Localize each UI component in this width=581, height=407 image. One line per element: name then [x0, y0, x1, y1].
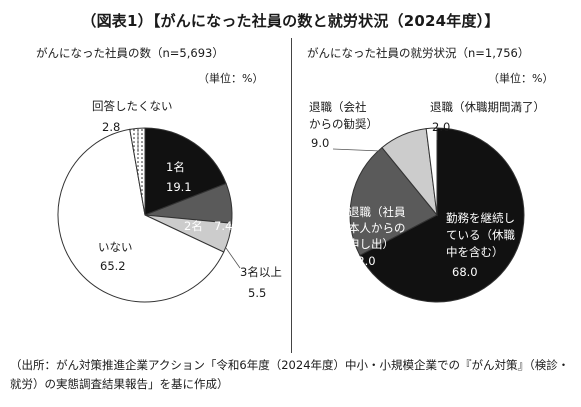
slice-value-continue: 68.0: [452, 265, 478, 279]
slice-label-self-resign-line3: 申し出）: [348, 237, 394, 251]
right-pie-slice-1: [349, 146, 438, 257]
slice-label-none: いない: [98, 240, 133, 254]
slice-value-no-answer: 2.8: [102, 120, 121, 134]
slice-value-1-person: 19.1: [166, 180, 192, 194]
slice-value-leave-expired: 2.0: [432, 120, 451, 134]
left-unit-label: （単位：%）: [198, 72, 264, 85]
figure-title: （図表1）【がんになった社員の数と就労状況（2024年度）】: [81, 12, 500, 30]
slice-label-1-person: 1名: [166, 160, 185, 174]
slice-label-continue-line3: 中を含む）: [446, 245, 504, 259]
left-chart-title: がんになった社員の数（n=5,693）: [36, 46, 224, 60]
slice-label-no-answer: 回答したくない: [92, 99, 173, 113]
slice-label-self-resign-line2: 本人からの: [348, 221, 406, 235]
slice-label-company-resign-line1: 退職（会社: [309, 100, 367, 114]
slice-label-company-resign-line2: からの勧奨）: [309, 117, 378, 131]
leader-3plus: [225, 247, 241, 269]
right-unit-label: （単位：%）: [488, 72, 554, 85]
slice-label-self-resign-line1: 退職（社員: [348, 205, 406, 219]
panel-divider: [291, 38, 292, 353]
slice-value-2-people: 7.4: [214, 219, 233, 233]
slice-value-3plus-people: 5.5: [248, 286, 267, 300]
source-note: （出所：がん対策推進企業アクション「令和6年度（2024年度）中小・小規模企業で…: [10, 358, 570, 391]
left-pie-slice-4: [129, 127, 146, 216]
slice-value-company-resign: 9.0: [311, 136, 330, 150]
slice-label-2-people: 2名: [184, 219, 203, 233]
slice-label-leave-expired: 退職（休職期間満了）: [430, 100, 545, 114]
leader-company-resign: [332, 148, 382, 152]
slice-label-3plus-people: 3名以上: [240, 265, 282, 279]
right-pie-slice-0: [359, 127, 525, 303]
left-pie-slice-3: [57, 128, 225, 303]
slice-value-self-resign: 22.0: [350, 254, 376, 268]
slice-label-continue-line2: ている（休職: [446, 228, 515, 242]
slice-label-continue-line1: 勤務を継続し: [446, 211, 515, 225]
left-pie-slice-0: [144, 127, 227, 216]
slice-value-none: 65.2: [100, 259, 126, 273]
right-chart-title: がんになった社員の就労状況（n=1,756）: [307, 46, 530, 60]
